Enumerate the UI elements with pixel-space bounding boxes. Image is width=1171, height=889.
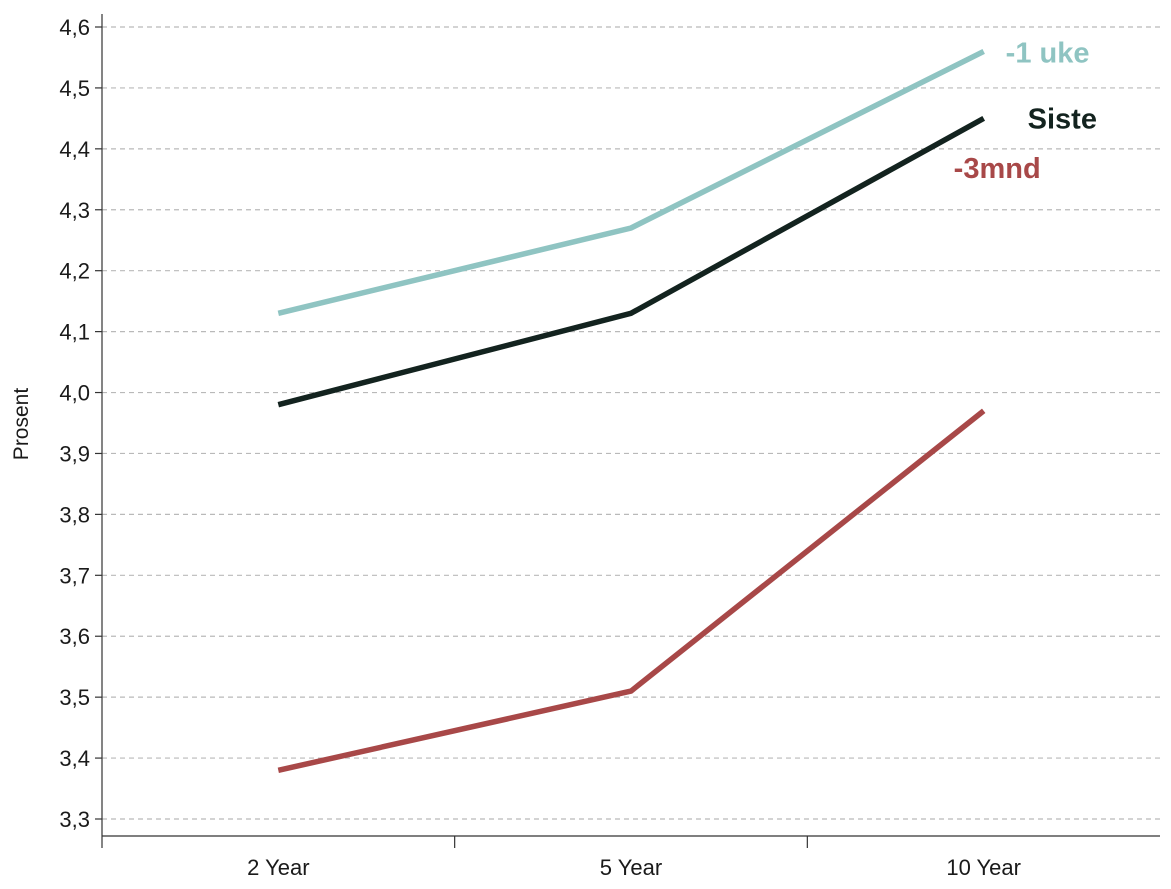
axes: 3,3 3,4 3,5 3,6 3,7 3,8 3,9 4,0 4,1 4,2 4,3 4,4 4,5 4… (59, 14, 1160, 880)
y-tick-label: 3,5 (59, 685, 90, 710)
series-line (277, 408, 986, 773)
x-tick-label: 10 Year (946, 855, 1021, 880)
series-labels: -1 uke Siste -3mnd (954, 37, 1097, 184)
y-tick-label: 3,4 (59, 746, 90, 771)
y-tick-label: 3,9 (59, 441, 90, 466)
y-tick-label: 4,4 (59, 137, 90, 162)
y-tick-label: 3,3 (59, 807, 90, 832)
y-tick-label: 4,2 (59, 259, 90, 284)
y-tick-label: 4,5 (59, 76, 90, 101)
y-tick-label: 4,6 (59, 15, 90, 40)
series-label: -1 uke (1006, 37, 1090, 69)
series-line (277, 48, 985, 316)
series-label: Siste (1028, 103, 1097, 135)
series-label: -3mnd (954, 153, 1041, 185)
series-line (277, 115, 986, 408)
y-tick-label: 4,1 (59, 320, 90, 345)
y-axis-title: Prosent (10, 388, 33, 461)
grid-lines (102, 26, 1160, 820)
series-lines (277, 48, 986, 773)
y-tick-label: 4,0 (59, 381, 90, 406)
y-tick-label: 3,8 (59, 502, 90, 527)
x-tick-label: 5 Year (600, 855, 662, 880)
x-tick-label: 2 Year (247, 855, 309, 880)
y-tick-label: 4,3 (59, 198, 90, 223)
y-tick-label: 3,7 (59, 563, 90, 588)
y-tick-label: 3,6 (59, 624, 90, 649)
